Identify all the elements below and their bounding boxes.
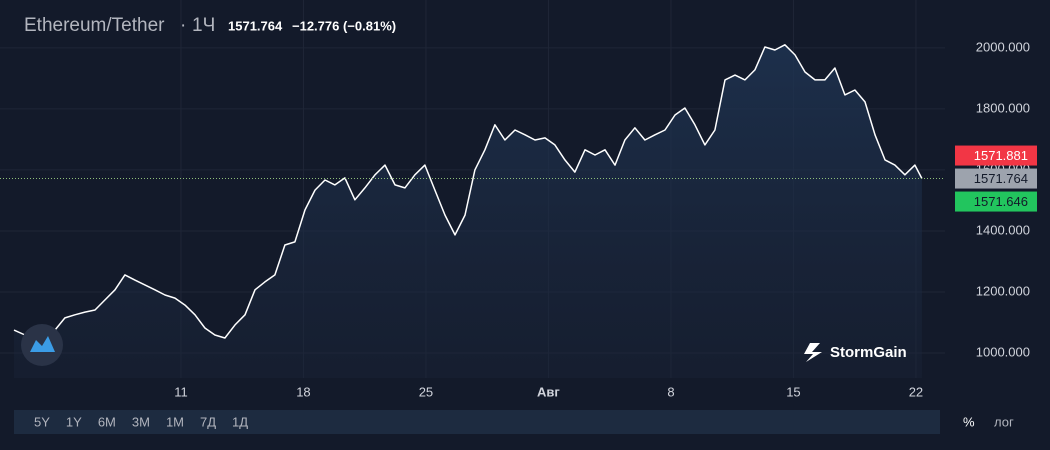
brand-name: StormGain <box>830 344 907 361</box>
log-toggle[interactable]: лог <box>994 414 1014 429</box>
bid-badge <box>955 191 1037 212</box>
range-button[interactable]: 1Y <box>66 414 82 429</box>
y-tick-label: 1400.000 <box>976 222 1030 237</box>
x-tick-label: 8 <box>667 384 674 399</box>
x-tick-label: 25 <box>419 384 433 399</box>
y-tick-label: 1800.000 <box>976 100 1030 115</box>
y-tick-label: 1000.000 <box>976 344 1030 359</box>
ask-badge <box>955 145 1037 166</box>
last-label: 1571.764 <box>974 171 1028 186</box>
last-badge <box>955 168 1037 189</box>
range-button[interactable]: 1M <box>166 414 184 429</box>
x-tick-label: 18 <box>296 384 310 399</box>
ask-label: 1571.881 <box>974 148 1028 163</box>
range-button[interactable]: 6M <box>98 414 116 429</box>
interval: 1Ч <box>192 15 215 36</box>
range-buttons: 5Y 1Y 6M 3M 1M 7Д 1Д <box>34 414 248 429</box>
y-tick-label: 1200.000 <box>976 283 1030 298</box>
separator: · <box>180 15 186 36</box>
percent-toggle[interactable]: % <box>963 414 975 429</box>
logo <box>21 324 63 366</box>
y-tick-label: 2000.000 <box>976 39 1030 54</box>
brand: StormGain <box>804 343 907 362</box>
toolbar <box>14 410 940 434</box>
range-button[interactable]: 3M <box>132 414 150 429</box>
x-tick-label: 11 <box>174 384 188 399</box>
x-tick-label: Авг <box>537 384 560 399</box>
plot <box>0 0 945 379</box>
bid-label: 1571.646 <box>974 194 1028 209</box>
x-tick-label: 22 <box>909 384 923 399</box>
range-button[interactable]: 7Д <box>200 414 216 429</box>
price-change: −12.776 (−0.81%) <box>292 18 396 33</box>
range-button[interactable]: 1Д <box>232 414 248 429</box>
range-button[interactable]: 5Y <box>34 414 50 429</box>
last-price: 1571.764 <box>228 18 283 33</box>
chart-title: Ethereum/Tether <box>24 15 165 36</box>
x-tick-label: 15 <box>786 384 800 399</box>
price-line <box>13 44 923 341</box>
area-fill <box>14 44 922 379</box>
